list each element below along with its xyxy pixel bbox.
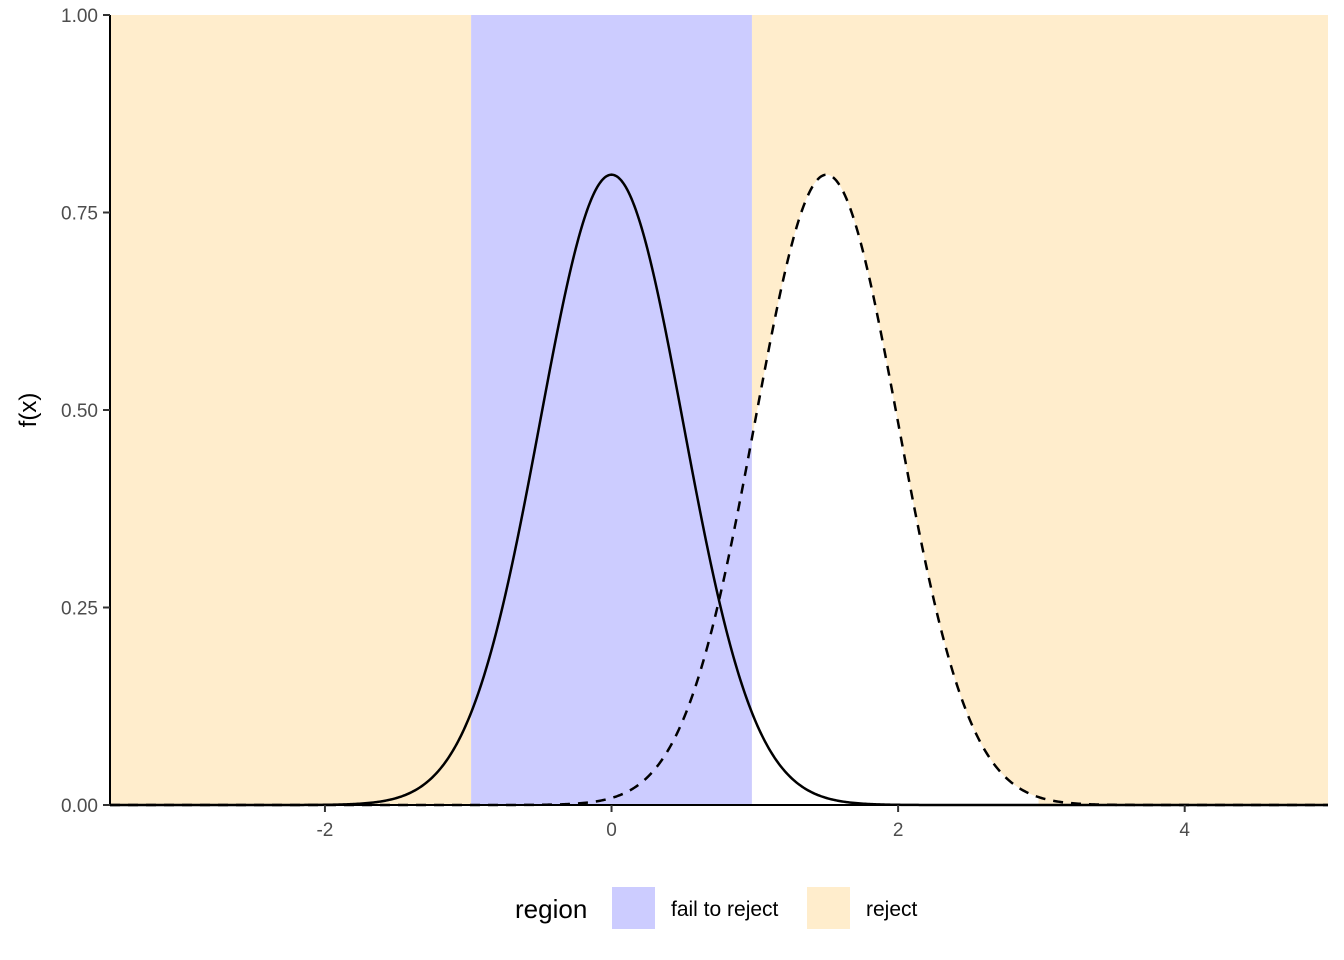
legend: region fail to reject reject	[515, 887, 918, 929]
legend-key-fail-to-reject	[612, 887, 655, 929]
legend-label-fail-to-reject: fail to reject	[671, 898, 779, 921]
x-axis-ticks: -2 0 2 4	[316, 805, 1190, 841]
region-band-reject-0	[110, 15, 472, 805]
y-tick-label: 1.00	[61, 6, 98, 27]
region-bands	[110, 15, 1328, 805]
legend-title: region	[515, 894, 587, 924]
y-tick-label: 0.50	[61, 401, 98, 422]
y-tick-label: 0.00	[61, 796, 98, 817]
y-axis-ticks: 0.00 0.25 0.50 0.75 1.00	[61, 6, 110, 817]
legend-entries: fail to reject reject	[612, 887, 918, 929]
x-tick-label: 0	[606, 820, 617, 841]
region-band-fail-to-reject-1	[471, 15, 752, 805]
x-tick-label: 2	[893, 820, 904, 841]
alternative-area-fill	[751, 174, 1039, 806]
legend-key-reject	[807, 887, 850, 929]
y-tick-label: 0.25	[61, 599, 98, 620]
y-axis-title: f(x)	[15, 393, 42, 428]
x-tick-label: 4	[1179, 820, 1190, 841]
x-tick-label: -2	[316, 820, 333, 841]
legend-label-reject: reject	[866, 898, 918, 921]
y-tick-label: 0.75	[61, 204, 98, 225]
